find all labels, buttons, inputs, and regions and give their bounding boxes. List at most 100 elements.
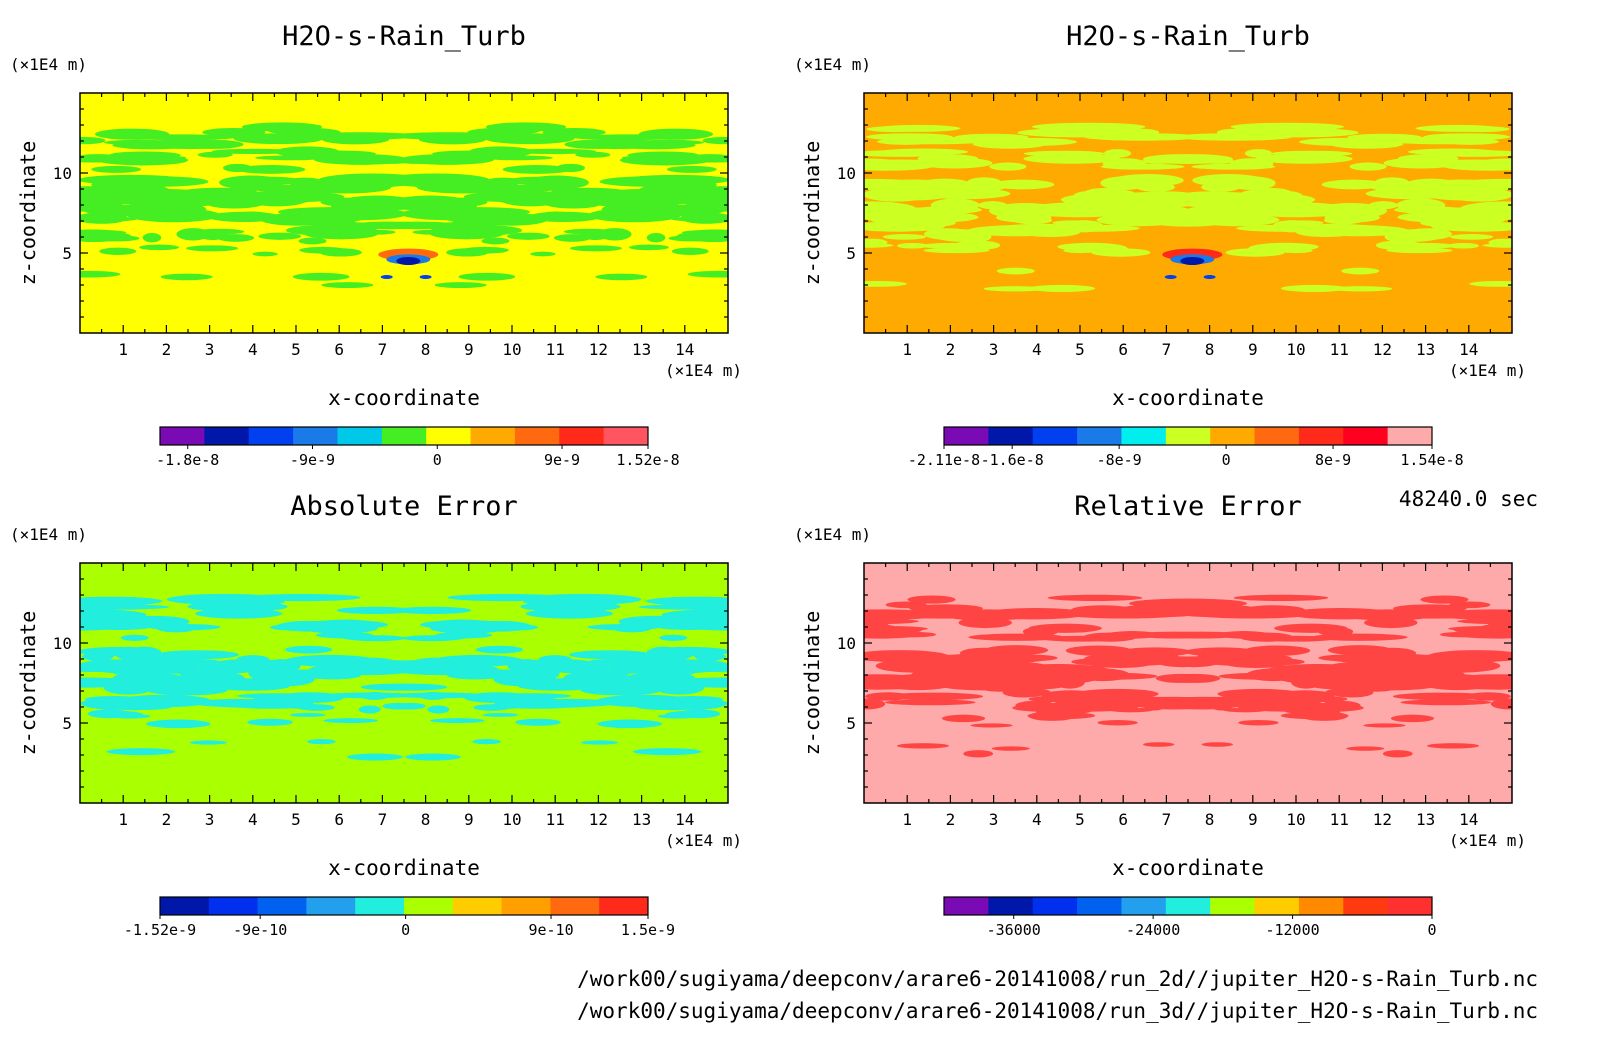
colorbar-tick-label: -12000 bbox=[1265, 921, 1319, 939]
feature-patch bbox=[81, 652, 114, 661]
feature-patch bbox=[970, 723, 1013, 728]
feature-patch bbox=[891, 631, 937, 638]
feature-patch bbox=[252, 251, 278, 257]
x-tick-label: 4 bbox=[1032, 340, 1042, 359]
feature-patch bbox=[575, 151, 611, 158]
feature-patch bbox=[1028, 284, 1096, 292]
feature-patch bbox=[1436, 609, 1512, 621]
y-axis-label: z-coordinate bbox=[800, 141, 824, 286]
colorbar-segment bbox=[1032, 897, 1078, 915]
heatmap-features bbox=[80, 122, 728, 289]
feature-patch bbox=[434, 282, 487, 289]
feature-patch bbox=[80, 186, 164, 195]
feature-patch bbox=[1083, 133, 1201, 141]
feature-patch bbox=[1274, 623, 1348, 633]
x-tick-label: 7 bbox=[1162, 810, 1172, 829]
colorbar-segment bbox=[550, 897, 600, 915]
y-tick-label: 5 bbox=[62, 714, 72, 733]
feature-patch bbox=[659, 634, 688, 641]
feature-patch bbox=[1400, 699, 1492, 706]
feature-patch bbox=[1309, 225, 1409, 237]
feature-patch bbox=[92, 235, 140, 242]
feature-patch bbox=[881, 626, 923, 634]
feature-patch bbox=[638, 128, 713, 140]
feature-patch bbox=[1195, 213, 1280, 227]
feature-patch bbox=[1465, 692, 1511, 701]
feature-patch bbox=[1242, 194, 1316, 206]
colorbar-segment bbox=[470, 427, 516, 445]
feature-patch bbox=[917, 219, 944, 227]
x-tick-label: 7 bbox=[378, 340, 388, 359]
feature-patch bbox=[400, 154, 495, 165]
x-tick-label: 6 bbox=[334, 340, 344, 359]
feature-patch bbox=[1052, 220, 1093, 226]
feature-patch bbox=[986, 137, 1078, 146]
x-tick-label: 14 bbox=[675, 340, 694, 359]
feature-patch bbox=[481, 237, 510, 245]
feature-patch bbox=[412, 229, 450, 235]
file-path-3d: /work00/sugiyama/deepconv/arare6-2014100… bbox=[577, 999, 1538, 1023]
feature-patch bbox=[611, 194, 672, 204]
feature-patch bbox=[336, 606, 415, 615]
feature-patch bbox=[894, 674, 988, 684]
feature-patch bbox=[1097, 719, 1138, 726]
feature-patch bbox=[276, 620, 338, 632]
colorbar-segment bbox=[1077, 897, 1122, 915]
colorbar-segment bbox=[559, 427, 605, 445]
feature-patch bbox=[1346, 746, 1385, 751]
feature-patch bbox=[1457, 618, 1512, 625]
feature-patch bbox=[205, 197, 264, 209]
feature-patch bbox=[1075, 668, 1130, 682]
colorbar-tick-label: -36000 bbox=[987, 921, 1041, 939]
feature-patch bbox=[155, 622, 197, 633]
x-tick-label: 1 bbox=[118, 810, 128, 829]
feature-patch bbox=[247, 718, 293, 726]
feature-patch bbox=[523, 599, 589, 605]
y-unit-label: (×1E4 m) bbox=[794, 525, 871, 544]
x-tick-label: 12 bbox=[589, 340, 608, 359]
feature-patch bbox=[113, 658, 176, 666]
colorbar-tick-label: 9e-9 bbox=[544, 451, 580, 469]
feature-patch bbox=[1136, 182, 1175, 192]
x-tick-label: 1 bbox=[902, 340, 912, 359]
feature-patch bbox=[373, 683, 448, 691]
feature-patch bbox=[646, 646, 681, 661]
colorbar-tick-label: 0 bbox=[433, 451, 442, 469]
feature-patch bbox=[865, 692, 911, 701]
feature-patch bbox=[372, 221, 461, 230]
x-tick-label: 3 bbox=[205, 340, 215, 359]
feature-patch bbox=[991, 746, 1030, 751]
colorbar-tick-label: -8e-9 bbox=[1097, 451, 1142, 469]
feature-patch bbox=[1038, 155, 1067, 162]
feature-patch bbox=[358, 705, 381, 714]
feature-patch bbox=[596, 694, 692, 708]
feature-patch bbox=[878, 190, 950, 201]
feature-patch bbox=[598, 228, 632, 241]
x-tick-label: 10 bbox=[502, 810, 521, 829]
feature-patch bbox=[470, 620, 532, 632]
chart-panel-2: H2O-s-Rain_Turb(×1E4 m)1 2 3 4 5 6 7 8 9 10 11 12 13… bbox=[794, 21, 1526, 469]
feature-patch bbox=[597, 719, 663, 729]
feature-patch bbox=[553, 234, 591, 242]
x-tick-label: 9 bbox=[1248, 340, 1258, 359]
feature-patch bbox=[1028, 623, 1102, 633]
x-tick-label: 5 bbox=[291, 810, 301, 829]
x-tick-label: 13 bbox=[1416, 340, 1435, 359]
feature-patch bbox=[632, 748, 702, 756]
feature-patch bbox=[556, 163, 586, 173]
feature-patch bbox=[1196, 697, 1224, 705]
feature-patch bbox=[1451, 179, 1512, 188]
feature-patch bbox=[136, 194, 197, 204]
feature-patch bbox=[290, 128, 341, 136]
feature-patch bbox=[502, 165, 572, 174]
feature-patch bbox=[482, 712, 519, 717]
feature-patch bbox=[430, 228, 504, 240]
feature-patch bbox=[1278, 207, 1327, 216]
feature-patch bbox=[1217, 688, 1301, 699]
colorbar-segment bbox=[603, 427, 649, 445]
colorbar-tick-label: -1.52e-9 bbox=[124, 921, 196, 939]
feature-patch bbox=[1048, 224, 1140, 232]
feature-patch bbox=[95, 128, 170, 140]
feature-patch bbox=[515, 718, 561, 726]
x-tick-label: 2 bbox=[162, 810, 172, 829]
